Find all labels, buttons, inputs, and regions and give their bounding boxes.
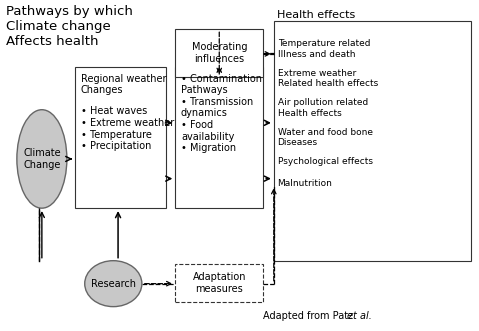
- Text: Pathways by which
Climate change
Affects health: Pathways by which Climate change Affects…: [6, 5, 133, 48]
- Bar: [175, 29, 263, 77]
- Text: Climate
Change: Climate Change: [23, 148, 61, 170]
- Text: et al.: et al.: [347, 311, 372, 321]
- Text: Psychological effects: Psychological effects: [278, 157, 373, 166]
- Text: Regional weather
Changes: Regional weather Changes: [81, 73, 166, 95]
- Ellipse shape: [85, 261, 142, 307]
- Text: Malnutrition: Malnutrition: [278, 179, 332, 188]
- Bar: [175, 264, 263, 302]
- Ellipse shape: [17, 110, 67, 208]
- Text: • Contamination
Pathways
• Transmission
dynamics
• Food
availability
• Migration: • Contamination Pathways • Transmission …: [181, 73, 262, 153]
- Text: Research: Research: [91, 279, 136, 289]
- Text: Adaptation
measures: Adaptation measures: [193, 272, 246, 294]
- Text: Water and food bone
Diseases: Water and food bone Diseases: [278, 128, 373, 147]
- Bar: [175, 67, 263, 208]
- Text: Adapted from Patz: Adapted from Patz: [263, 311, 360, 321]
- Text: Health effects: Health effects: [277, 10, 355, 20]
- Text: Extreme weather
Related health effects: Extreme weather Related health effects: [278, 69, 378, 88]
- Text: Moderating
influences: Moderating influences: [192, 42, 247, 64]
- Text: Air pollution related
Health effects: Air pollution related Health effects: [278, 98, 368, 118]
- Text: Temperature related
Illness and death: Temperature related Illness and death: [278, 39, 370, 59]
- Bar: [75, 67, 166, 208]
- Text: • Heat waves
• Extreme weather
• Temperature
• Precipitation: • Heat waves • Extreme weather • Tempera…: [81, 107, 174, 151]
- Bar: [274, 21, 471, 261]
